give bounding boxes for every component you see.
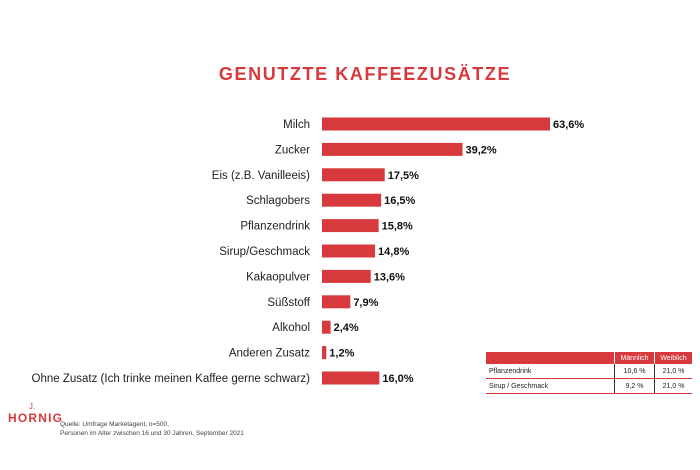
table-row: Pflanzendrink 10,6 % 21,0 % (486, 364, 692, 379)
table-row: Sirup / Geschmack 9,2 % 21,0 % (486, 378, 692, 394)
bar (322, 168, 385, 182)
category-label: Schlagobers (246, 195, 310, 207)
source-line-2: Personen im Alter zwischen 16 und 30 Jah… (60, 430, 244, 437)
category-label: Kakaopulver (246, 271, 310, 283)
value-label: 15,8% (382, 221, 413, 233)
bar (322, 320, 331, 334)
bar (322, 142, 463, 156)
category-label: Süßstoff (267, 297, 310, 309)
bar (322, 244, 376, 258)
value-label: 16,5% (384, 195, 415, 207)
bar (322, 346, 327, 360)
brand-logo-name: HORNIG (8, 411, 64, 425)
table-header-row: Männlich Weiblich (486, 352, 692, 364)
table-cell-female: 21,0 % (654, 378, 692, 394)
bar (322, 269, 371, 283)
table-row-label: Pflanzendrink (486, 364, 615, 379)
source-line-1: Quelle: Umfrage Marketagent, n=500, (60, 421, 169, 428)
bar (322, 117, 550, 131)
value-label: 1,2% (329, 348, 354, 360)
table-cell-male: 10,6 % (613, 364, 655, 379)
value-label: 63,6% (553, 119, 584, 131)
brand-logo-initial: J. (28, 402, 36, 411)
value-label: 2,4% (334, 322, 359, 334)
bar (322, 193, 382, 207)
table-cell-male: 9,2 % (613, 378, 655, 394)
category-label: Milch (283, 119, 310, 131)
value-label: 17,5% (388, 170, 419, 182)
table-header-male: Männlich (613, 352, 655, 364)
table-row-label: Sirup / Geschmack (486, 378, 615, 394)
value-label: 13,6% (374, 271, 405, 283)
category-label: Anderen Zusatz (229, 348, 310, 360)
bar (322, 371, 380, 385)
value-label: 16,0% (382, 373, 413, 385)
category-label: Alkohol (272, 322, 310, 334)
gender-breakdown-table: Männlich Weiblich Pflanzendrink 10,6 % 2… (486, 352, 692, 394)
value-label: 39,2% (466, 144, 497, 156)
value-label: 14,8% (378, 246, 409, 258)
category-label: Zucker (275, 144, 310, 156)
value-label: 7,9% (353, 297, 378, 309)
category-label: Ohne Zusatz (Ich trinke meinen Kaffee ge… (32, 373, 311, 385)
chart-title: GENUTZTE KAFFEEZUSÄTZE (218, 64, 512, 84)
table-header-empty (486, 352, 615, 364)
category-label: Eis (z.B. Vanilleeis) (212, 170, 310, 182)
category-label: Pflanzendrink (240, 221, 310, 233)
brand-logo: J. HORNIG (8, 402, 64, 426)
table-cell-female: 21,0 % (654, 364, 692, 379)
bar (322, 295, 351, 309)
table-header-female: Weiblich (654, 352, 692, 364)
bar (322, 219, 379, 233)
category-label: Sirup/Geschmack (219, 246, 310, 258)
source-note: Quelle: Umfrage Marketagent, n=500, Pers… (60, 420, 244, 438)
